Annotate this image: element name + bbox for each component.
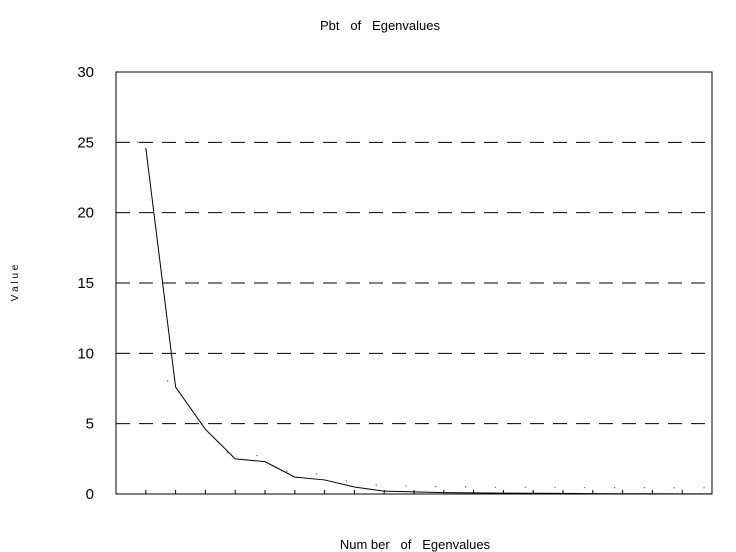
data-point — [613, 487, 616, 489]
data-point — [584, 486, 586, 489]
data-point — [494, 486, 497, 488]
data-point — [137, 141, 139, 143]
y-axis: 0 5 10 15 20 25 30 — [77, 64, 94, 503]
y-tick-label: 20 — [77, 205, 94, 222]
y-tick-label: 25 — [77, 134, 94, 151]
y-tick-label: 0 — [86, 486, 94, 503]
data-point — [464, 486, 467, 488]
data-point — [315, 473, 318, 475]
data-point — [435, 485, 437, 488]
data-point — [256, 454, 258, 457]
data-point — [196, 422, 199, 424]
data-point — [166, 380, 169, 382]
y-tick-label: 10 — [77, 345, 94, 362]
data-point — [375, 484, 377, 486]
y-tick-label: 5 — [86, 416, 94, 433]
data-point — [554, 486, 556, 489]
series-layer — [137, 141, 712, 495]
data-point — [524, 486, 526, 488]
data-point — [673, 487, 675, 489]
series-line — [145, 147, 712, 495]
data-point — [643, 487, 646, 489]
chart-title: Pbt of Egenvalues — [320, 18, 440, 33]
grid-lines — [116, 141, 712, 425]
data-point — [286, 470, 288, 472]
data-point — [345, 480, 348, 482]
data-point — [405, 485, 407, 487]
y-axis-label: V a l u e — [10, 264, 21, 301]
data-point — [226, 452, 228, 454]
y-tick-label: 15 — [77, 275, 94, 292]
y-tick-label: 30 — [77, 64, 94, 81]
data-point — [703, 487, 705, 489]
x-axis-label: Num ber of Egenvalues — [340, 537, 491, 552]
